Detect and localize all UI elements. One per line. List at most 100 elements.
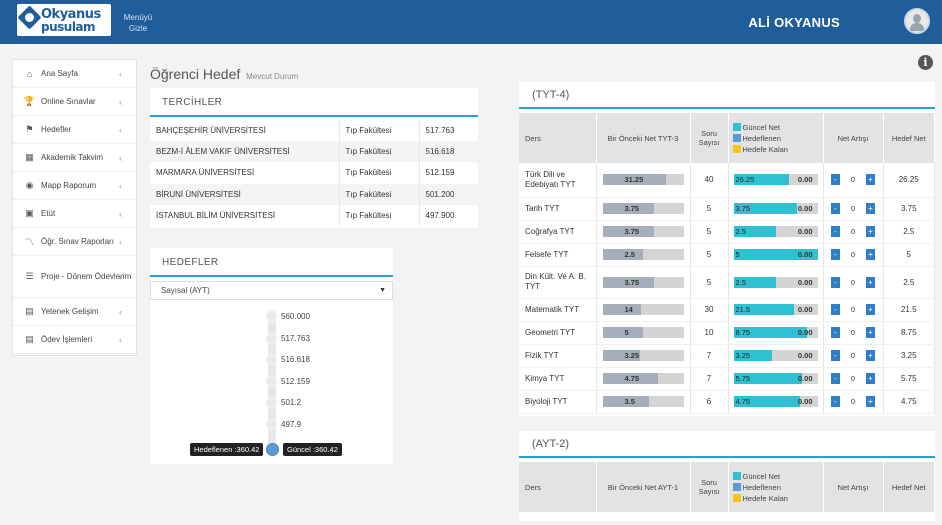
map-icon: ◉ <box>25 180 34 190</box>
legend-current: Güncel Net <box>732 122 823 133</box>
subject-row: Biyoloji TYT 3.5 6 4.75 0.00-0 +4.75 <box>519 390 935 414</box>
sidebar-item-ödev-i-şlemleri[interactable]: ▤ Ödev İşlemleri ‹ <box>13 326 136 354</box>
subject-name: Türk Dili ve Edebiyatı TYT <box>519 163 597 198</box>
net-increase-input[interactable]: 0 <box>840 327 866 338</box>
current-net-cell: 2.5 0.00 <box>728 266 824 299</box>
chevron-left-icon: ‹ <box>119 152 122 163</box>
decrement-button[interactable]: - <box>831 327 840 338</box>
net-increase-input[interactable]: 0 <box>840 396 866 407</box>
net-increase-cell: -0 + <box>823 321 884 345</box>
subject-name: Fizik TYT <box>519 344 597 368</box>
university-name: BEZM-İ ÂLEM VAKIF ÜNİVERSİTESİ <box>150 141 340 163</box>
university-name: İSTANBUL BİLİM ÜNİVERSİTESİ <box>150 204 340 226</box>
increment-button[interactable]: + <box>866 373 875 384</box>
decrement-button[interactable]: - <box>831 276 840 288</box>
slider-tick-dot[interactable] <box>266 397 277 409</box>
net-increase-input[interactable]: 0 <box>840 304 866 315</box>
decrement-button[interactable]: - <box>831 350 840 361</box>
sidebar-item-label: Online Sınavlar <box>41 96 96 106</box>
remaining-value: 0.00 <box>797 374 813 383</box>
sidebar-item-akademik-takvim[interactable]: ▦ Akademik Takvim ‹ <box>13 144 136 172</box>
sidebar-item-online-sınavlar[interactable]: 🏆 Online Sınavlar ‹ <box>13 88 136 116</box>
exam-type-select[interactable]: Sayısal (AYT) ▼ <box>150 281 393 300</box>
sidebar-item-öğr-sınav-raporları[interactable]: 〽 Öğr. Sınav Raporları ‹ <box>13 228 136 256</box>
current-net-value: 2.5 <box>735 277 746 287</box>
compass-logo-icon <box>17 5 42 30</box>
decrement-button[interactable]: - <box>831 226 840 237</box>
slider-tick-label: 516.618 <box>281 355 310 365</box>
slider-tick-dot[interactable] <box>266 375 277 387</box>
info-icon[interactable]: i <box>918 55 933 70</box>
sidebar-item-ana-sayfa[interactable]: ⌂ Ana Sayfa ‹ <box>13 60 136 88</box>
slider-tick-dot[interactable] <box>266 419 277 430</box>
current-net-fill <box>733 327 808 338</box>
current-net-cell: 5 0.00 <box>728 243 824 267</box>
decrement-button[interactable]: - <box>831 373 840 384</box>
decrement-button[interactable]: - <box>831 174 840 186</box>
sidebar-item-hedefler[interactable]: ⚑ Hedefler ‹ <box>13 116 136 144</box>
decrement-button[interactable]: - <box>831 203 840 214</box>
faculty-name: Tıp Fakültesi <box>339 162 420 184</box>
decrement-button[interactable]: - <box>831 396 840 407</box>
net-increase-input[interactable]: 0 <box>840 350 866 361</box>
target-net-value: 3.75 <box>883 197 935 221</box>
increment-button[interactable]: + <box>866 327 875 338</box>
subject-row: Felsefe TYT 2.5 5 5 0.00-0 +5 <box>519 243 935 267</box>
user-name[interactable]: ALİ OKYANUS <box>748 15 840 30</box>
decrement-button[interactable]: - <box>831 304 840 315</box>
okyanus-pusulam-logo[interactable]: Okyanus pusulam <box>17 4 111 36</box>
sidebar-item-yetenek-gelişim[interactable]: ▤ Yetenek Gelişim ‹ <box>13 298 136 326</box>
chevron-left-icon: ‹ <box>119 68 122 79</box>
net-increase-input[interactable]: 0 <box>840 174 866 186</box>
net-increase-input[interactable]: 0 <box>840 373 866 384</box>
question-count: 10 <box>690 321 729 345</box>
net-increase-input[interactable]: 0 <box>840 276 866 288</box>
question-count: 5 <box>690 243 729 267</box>
increment-button[interactable]: + <box>866 174 875 186</box>
sidebar-item-proje-dönem-ödevlerim[interactable]: ☰ Proje - Dönem Ödevlerim ‹ <box>13 256 136 298</box>
slider-tick-label: 501.2 <box>281 398 302 408</box>
increment-button[interactable]: + <box>866 350 875 361</box>
previous-net-cell: 31.25 <box>596 163 691 198</box>
increment-button[interactable]: + <box>866 276 875 288</box>
sidebar-item-etüt[interactable]: ▣ Etüt ‹ <box>13 200 136 228</box>
user-avatar-icon[interactable] <box>904 8 930 34</box>
question-count: 40 <box>690 163 729 198</box>
net-increase-stepper: -0 + <box>824 304 883 315</box>
net-increase-input[interactable]: 0 <box>840 226 866 237</box>
increment-button[interactable]: + <box>866 304 875 315</box>
net-increase-input[interactable]: 0 <box>840 203 866 214</box>
slider-tick-dot[interactable] <box>266 332 277 344</box>
legend-target: Hedeflenen <box>732 133 823 144</box>
increment-button[interactable]: + <box>866 396 875 407</box>
score-slider-handle[interactable] <box>266 443 279 456</box>
net-increase-cell: -0 + <box>823 367 884 391</box>
question-count: 7 <box>690 344 729 368</box>
subject-row: Geometri TYT 5 10 8.75 0.00-0 +8.75 <box>519 321 935 345</box>
question-count: 6 <box>690 390 729 414</box>
increment-button[interactable]: + <box>866 203 875 214</box>
slider-tick-dot[interactable] <box>266 311 277 322</box>
target-net-value: 2.5 <box>883 266 935 299</box>
current-net-bar: 3.25 0.00 <box>733 350 818 361</box>
net-increase-cell: -0 + <box>823 390 884 414</box>
net-increase-input[interactable]: 0 <box>840 249 866 260</box>
slider-tick-dot[interactable] <box>266 354 277 366</box>
sidebar-item-label: Öğr. Sınav Raporları <box>41 236 114 246</box>
increment-button[interactable]: + <box>866 226 875 237</box>
preference-row: BAHÇEŞEHİR ÜNİVERSİTESİ Tıp Fakültesi 517.… <box>150 120 478 142</box>
page-title: Öğrenci Hedef Mevcut Durum <box>150 66 298 82</box>
decrement-button[interactable]: - <box>831 249 840 260</box>
chevron-left-icon: ‹ <box>119 124 122 135</box>
increment-button[interactable]: + <box>866 249 875 260</box>
sidebar-item-mapp-raporum[interactable]: ◉ Mapp Raporum ‹ <box>13 172 136 200</box>
previous-net-cell: 5 <box>596 321 691 345</box>
previous-net-cell: 4.75 <box>596 367 691 391</box>
target-net-value: 5.75 <box>883 367 935 391</box>
hide-menu-button[interactable]: Menüyü Gizle <box>123 13 153 33</box>
current-net-bar: 8.75 0.00 <box>733 327 818 338</box>
net-increase-cell: -0 + <box>823 197 884 221</box>
ayt-net-legend: Güncel Net Hedeflenen Hedefe Kalan <box>728 462 824 512</box>
previous-net-cell: 2.5 <box>596 243 691 267</box>
current-net-fill <box>733 304 794 315</box>
